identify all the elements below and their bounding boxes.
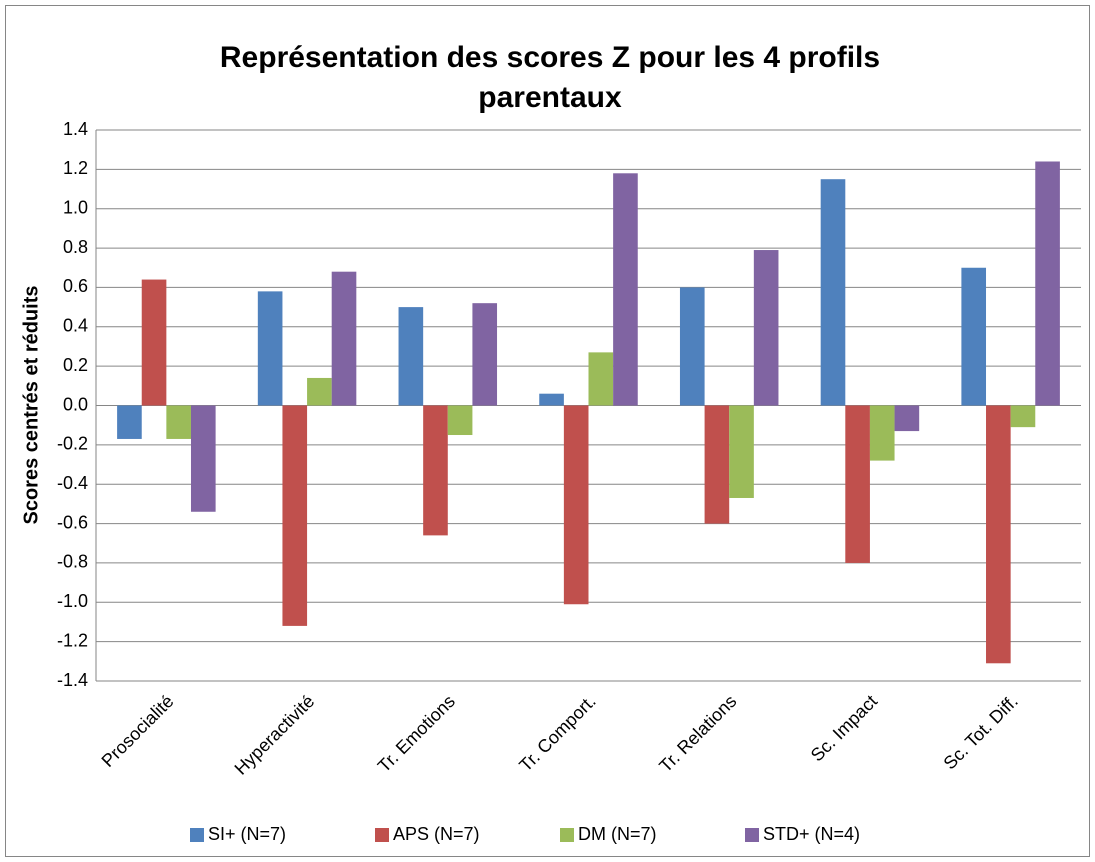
bar (679, 287, 705, 406)
y-tick-label: 0.0 (63, 394, 88, 414)
bar (282, 405, 308, 626)
bar (1010, 405, 1036, 428)
legend-label: APS (N=7) (393, 824, 480, 844)
bar (845, 405, 870, 563)
y-tick-label: -0.6 (57, 512, 88, 532)
bar (141, 279, 167, 406)
legend-swatch (560, 828, 574, 842)
bar (563, 405, 589, 605)
bar (539, 393, 564, 406)
y-tick-label: -1.2 (57, 630, 88, 650)
y-tick-label: 0.4 (63, 316, 88, 336)
bar (331, 271, 357, 406)
bar (869, 405, 895, 461)
bar (894, 405, 920, 432)
bar (447, 405, 473, 436)
bar (1035, 161, 1060, 406)
bar (729, 405, 754, 498)
bar (190, 405, 216, 512)
y-axis-label: Scores centrés et réduits (20, 286, 42, 525)
y-tick-label: -0.2 (57, 434, 88, 454)
legend-swatch (190, 828, 204, 842)
legend-swatch (745, 828, 759, 842)
bar (753, 250, 779, 406)
y-tick-label: -1.4 (57, 670, 88, 690)
chart-title: Représentation des scores Z pour les 4 p… (219, 41, 881, 114)
legend-swatch (375, 828, 389, 842)
legend-label: SI+ (N=7) (208, 824, 286, 844)
legend-label: STD+ (N=4) (763, 824, 860, 844)
bar (588, 352, 614, 406)
y-tick-label: -0.8 (57, 552, 88, 572)
bar (613, 173, 638, 406)
bar (398, 307, 424, 406)
bar (704, 405, 730, 524)
bar (986, 405, 1011, 664)
y-tick-label: 0.8 (63, 237, 88, 257)
bar (117, 405, 142, 439)
bar (820, 179, 846, 406)
bar (423, 405, 448, 536)
y-tick-label: 1.2 (63, 158, 88, 178)
bar (961, 267, 987, 406)
legend-label: DM (N=7) (578, 824, 657, 844)
y-tick-label: 1.4 (63, 119, 88, 139)
y-tick-label: -0.4 (57, 473, 88, 493)
y-tick-label: 1.0 (63, 197, 88, 217)
bar (307, 377, 332, 406)
bar (472, 303, 498, 406)
y-tick-label: 0.6 (63, 276, 88, 296)
bar (166, 405, 191, 439)
bar (257, 291, 283, 406)
y-tick-label: -1.0 (57, 591, 88, 611)
y-tick-label: 0.2 (63, 355, 88, 375)
